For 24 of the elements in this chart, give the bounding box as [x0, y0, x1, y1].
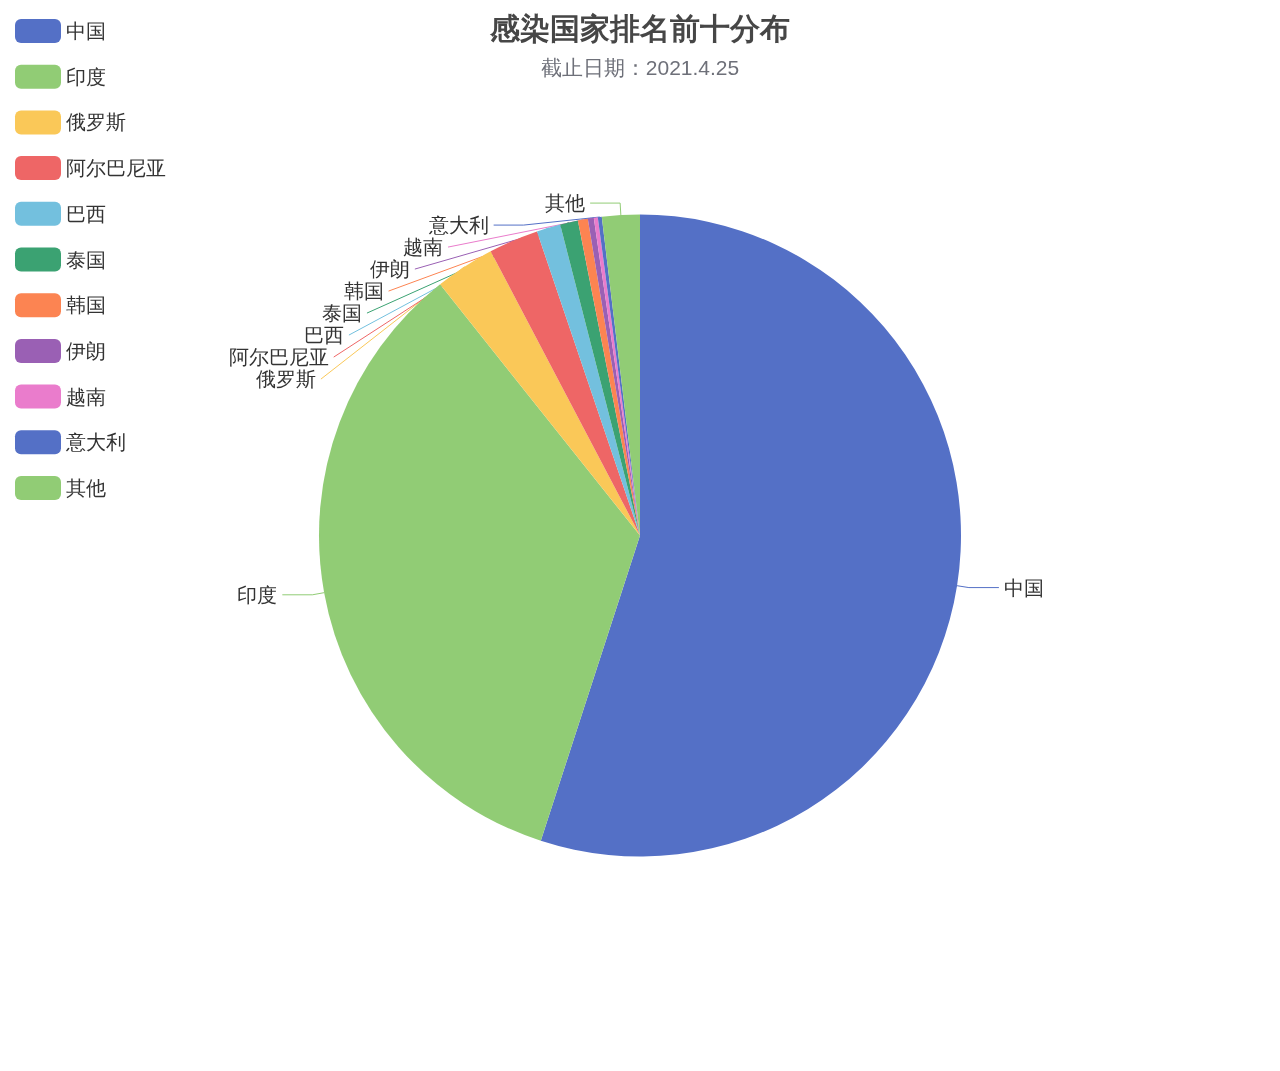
legend-label: 伊朗 — [66, 339, 106, 362]
legend-label: 阿尔巴尼亚 — [66, 157, 166, 180]
legend-label: 韩国 — [66, 294, 106, 317]
slice-label: 俄罗斯 — [255, 368, 316, 391]
slice-label: 巴西 — [303, 324, 344, 347]
chart-title: 感染国家排名前十分布 — [489, 11, 790, 45]
legend-label: 其他 — [66, 477, 106, 499]
legend-label: 俄罗斯 — [66, 111, 126, 134]
slice-label: 韩国 — [343, 280, 384, 303]
slice-label: 意大利 — [427, 214, 489, 237]
legend-label: 意大利 — [65, 431, 126, 454]
slice-label: 印度 — [237, 583, 278, 606]
slice-label: 阿尔巴尼亚 — [228, 346, 329, 369]
text: 截止日期：2021.4.25 — [540, 56, 740, 79]
legend-label: 越南 — [66, 385, 106, 408]
legend-label: 中国 — [66, 20, 106, 42]
slice-label: 伊朗 — [369, 258, 410, 281]
slice-label: 泰国 — [321, 302, 362, 325]
slice-label: 其他 — [545, 192, 586, 215]
legend-label: 泰国 — [66, 248, 106, 271]
slice-label: 越南 — [403, 236, 444, 259]
legend-label: 印度 — [66, 65, 106, 88]
legend-label: 巴西 — [66, 202, 106, 225]
slice-label: 中国 — [1003, 576, 1044, 599]
